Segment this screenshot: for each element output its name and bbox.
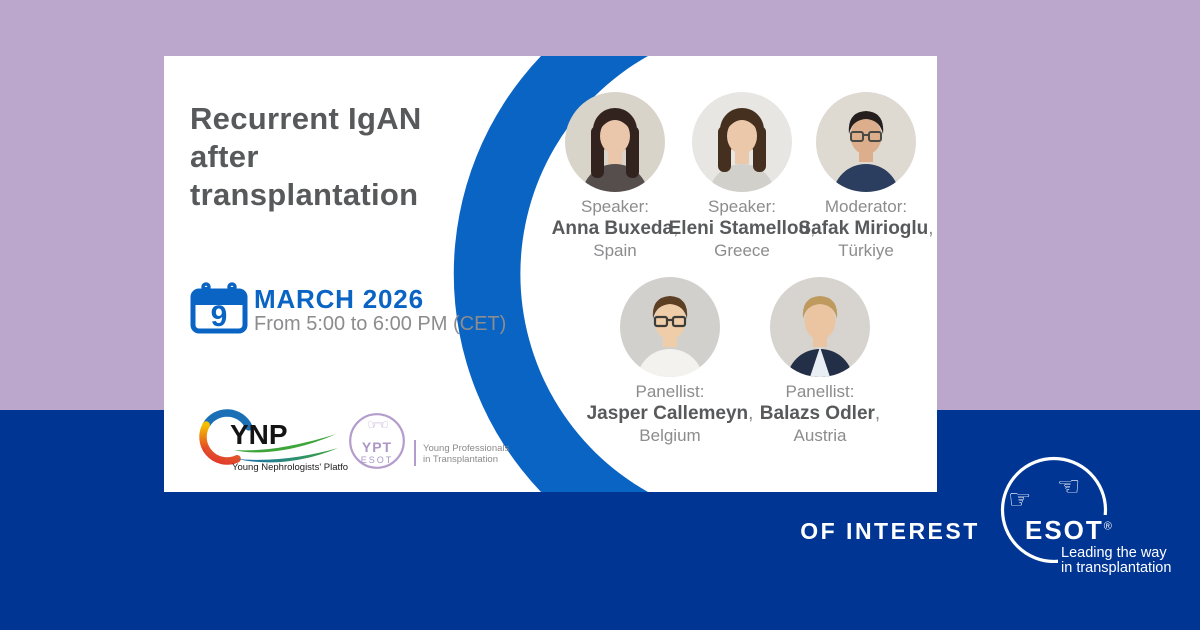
esot-tagline: Leading the way in transplantation <box>1058 545 1175 577</box>
person-name: Balazs Odler, <box>759 403 881 424</box>
event-card: Recurrent IgAN after transplantation 9 M… <box>164 56 937 492</box>
person-caption-jasper-callemeyn: Panellist: Jasper Callemeyn, Belgium <box>587 382 754 446</box>
avatar-balazs-odler <box>770 277 870 377</box>
avatar-safak-mirioglu <box>816 92 916 192</box>
ynp-logo: YNP Young Nephrologists' Platform <box>199 409 348 473</box>
title-line-2: after <box>190 139 259 174</box>
event-time: From 5:00 to 6:00 PM (CET) <box>254 313 507 335</box>
person-name: Safak Mirioglu, <box>798 218 934 239</box>
calendar-icon: 9 <box>190 282 248 334</box>
ypt-tagline: Young Professionals in Transplantation <box>423 443 510 465</box>
person-role: Moderator: <box>824 197 908 216</box>
person-country: Spain <box>593 241 637 260</box>
ynp-ring <box>199 409 253 465</box>
esot-touching-hand-left-icon: ☞ <box>1008 485 1032 515</box>
person-country: Türkiye <box>838 241 894 260</box>
person-name: Eleni Stamellou, <box>668 218 816 239</box>
ypt-touching-hands-icon: ☞☜ <box>367 418 388 433</box>
avatar-eleni-stamellou <box>692 92 792 192</box>
esot-wordmark: ESOT® <box>1022 515 1117 546</box>
person-name: Jasper Callemeyn, <box>586 403 754 424</box>
person-caption-safak-mirioglu: Moderator: Safak Mirioglu, Türkiye <box>798 197 933 261</box>
event-month-year: MARCH 2026 <box>254 284 424 314</box>
glasses-icon <box>850 131 882 142</box>
person-country: Austria <box>793 426 847 445</box>
avatar-jasper-callemeyn <box>620 277 720 377</box>
registered-mark: ® <box>1103 520 1114 533</box>
person-role: Panellist: <box>635 382 705 401</box>
title-line-1: Recurrent IgAN <box>190 101 422 136</box>
ypt-divider <box>414 440 416 466</box>
esot-logo: ☞ ☜ ESOT® Leading the way in transplanta… <box>1000 455 1195 587</box>
calendar-rings <box>201 282 237 295</box>
person-name: Anna Buxeda, <box>551 218 679 239</box>
calendar-day: 9 <box>211 300 228 333</box>
person-role: Speaker: <box>707 197 777 216</box>
person-role: Speaker: <box>580 197 650 216</box>
ypt-wordmark: YPT <box>361 439 393 455</box>
campaign-label: OF INTEREST <box>800 518 980 544</box>
glasses-icon <box>653 315 687 328</box>
person-role: Panellist: <box>785 382 855 401</box>
person-country: Greece <box>714 241 770 260</box>
ynp-swoosh-blue <box>237 448 338 463</box>
person-country: Belgium <box>639 426 701 445</box>
arc-swoosh-decoration <box>453 56 648 492</box>
person-caption-anna-buxeda: Speaker: Anna Buxeda, Spain <box>552 197 679 261</box>
person-caption-eleni-stamellou: Speaker: Eleni Stamellou, Greece <box>669 197 816 261</box>
ypt-esot-logo-circle <box>349 413 405 469</box>
ypt-esot-label: ESOT <box>360 455 394 465</box>
ynp-tagline: Young Nephrologists' Platform <box>232 462 348 473</box>
esot-logo-circle <box>1000 456 1108 563</box>
avatar-anna-buxeda <box>565 92 665 192</box>
ynp-wordmark: YNP <box>230 419 288 450</box>
ynp-swoosh-green <box>234 434 336 453</box>
event-title: Recurrent IgAN after transplantation <box>190 100 510 214</box>
title-line-3: transplantation <box>190 177 419 212</box>
esot-touching-hand-right-icon: ☜ <box>1057 472 1081 502</box>
person-caption-balazs-odler: Panellist: Balazs Odler, Austria <box>760 382 880 446</box>
